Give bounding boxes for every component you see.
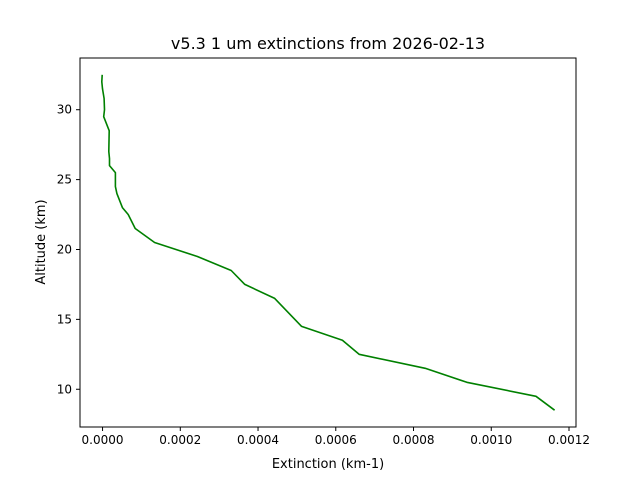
y-tick-label: 30: [57, 103, 72, 117]
x-axis-label: Extinction (km-1): [272, 457, 384, 472]
series-layer: [101, 74, 556, 411]
y-axis-ticks: 10 15 20 25 30: [57, 103, 80, 396]
y-tick-label: 25: [57, 173, 72, 187]
chart-title: v5.3 1 um extinctions from 2026-02-13: [171, 34, 485, 53]
x-axis-ticks: 0.0000 0.0002 0.0004 0.0006 0.0008 0.0010 0.00…: [82, 427, 590, 447]
y-tick-label: 10: [57, 382, 72, 396]
x-tick-label: 0.0012: [548, 433, 590, 447]
plot-frame: [79, 57, 577, 428]
x-tick-label: 0.0004: [237, 433, 279, 447]
x-tick-label: 0.0002: [159, 433, 201, 447]
x-tick-label: 0.0008: [393, 433, 435, 447]
x-tick-label: 0.0010: [470, 433, 512, 447]
extinction-series-line: [101, 74, 556, 411]
y-tick-label: 15: [57, 312, 72, 326]
y-tick-label: 20: [57, 242, 72, 256]
x-tick-label: 0.0000: [82, 433, 124, 447]
y-axis-label: Altitude (km): [34, 199, 49, 284]
x-tick-label: 0.0006: [315, 433, 357, 447]
